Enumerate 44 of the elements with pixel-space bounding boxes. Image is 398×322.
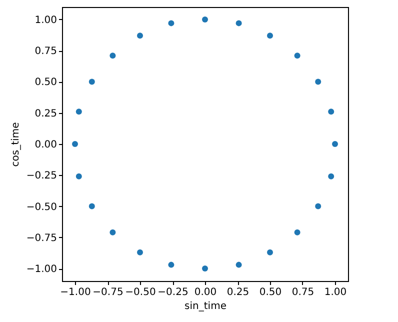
y-tick-label: −0.75 [26,232,57,244]
y-tick-label: 0.50 [34,77,57,88]
point [236,20,242,26]
x-tick-label: −0.25 [158,287,188,298]
point [315,203,322,210]
point [328,108,334,115]
point [88,78,95,85]
x-tick-label: −0.75 [92,287,124,298]
y-tick-label: −0.50 [26,202,57,213]
point [236,262,242,268]
point [110,52,116,59]
y-tick-label: 0.75 [34,46,57,58]
point [137,249,143,256]
x-axis-title: sin_time [184,301,226,312]
point [76,108,82,115]
point [315,78,322,85]
point [332,141,338,147]
y-tick-label: −0.25 [26,170,57,182]
x-tick-label: 0.25 [226,287,250,298]
y-tick-label: 1.00 [34,14,57,26]
x-tick-label: −0.50 [125,287,156,298]
point [168,20,174,26]
x-tick-label: 0.00 [194,287,217,298]
point [294,229,300,236]
point [137,32,143,39]
x-tick-label: 0.50 [259,287,282,298]
y-tick-label: 0.00 [34,140,57,150]
x-tick-label: 0.75 [292,287,314,298]
y-tick-label: −1.00 [26,264,57,276]
y-axis-title: cos_time [10,122,22,167]
point [72,141,78,147]
point [294,52,300,59]
point [328,173,334,180]
x-tick-label: 1.00 [324,287,347,298]
point [202,16,208,22]
point [168,262,174,268]
point [76,173,82,180]
x-tick-label: −1.00 [60,287,91,298]
point [110,229,116,236]
point [88,203,95,210]
point [267,249,273,256]
point [267,32,273,39]
point [202,266,208,272]
y-tick-label: 0.25 [34,108,57,120]
